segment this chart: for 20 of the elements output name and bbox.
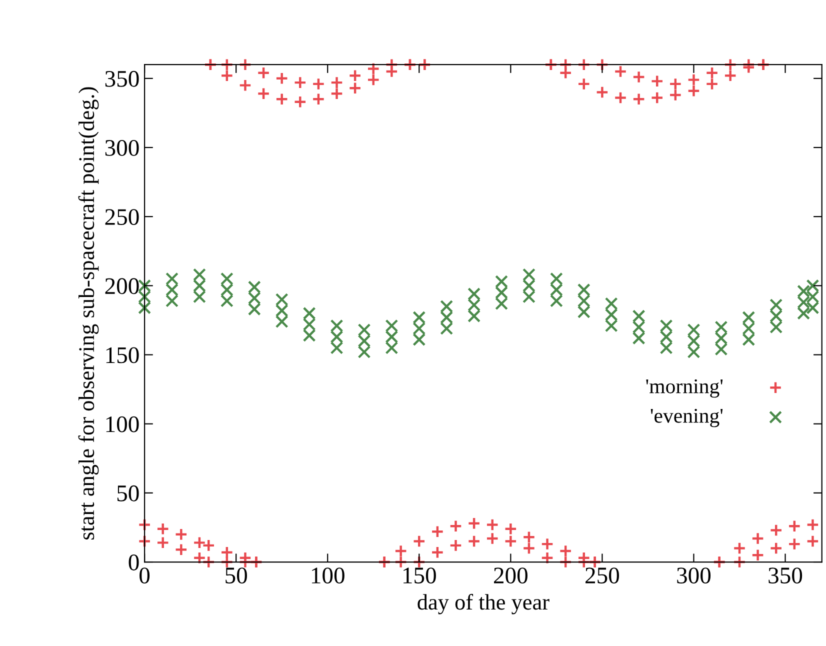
x-tick-label: 200: [494, 568, 528, 584]
legend-label: 'morning': [646, 379, 723, 398]
y-tick-label: 350: [105, 70, 139, 87]
x-tick-label: 150: [404, 568, 436, 584]
y-tick-label: 250: [105, 209, 139, 226]
x-tick-label: 100: [312, 568, 344, 584]
y-tick-label: 150: [106, 347, 139, 364]
x-tick-label: 300: [677, 568, 711, 584]
x-tick-label: 0: [140, 568, 150, 584]
y-axis-title: start angle for observing sub-spacecraft point(deg.): [78, 87, 99, 540]
y-tick-label: 300: [105, 140, 139, 156]
x-tick-label: 250: [586, 568, 620, 584]
x-tick-label: 50: [226, 568, 247, 584]
x-axis-title: day of the year: [418, 594, 550, 614]
x-tick-label: 350: [768, 568, 802, 584]
legend-label: 'evening': [650, 408, 723, 428]
y-tick-label: 200: [105, 278, 139, 294]
y-tick-label: 0: [128, 554, 139, 570]
y-tick-label: 50: [117, 485, 139, 502]
y-tick-label: 100: [106, 416, 139, 432]
